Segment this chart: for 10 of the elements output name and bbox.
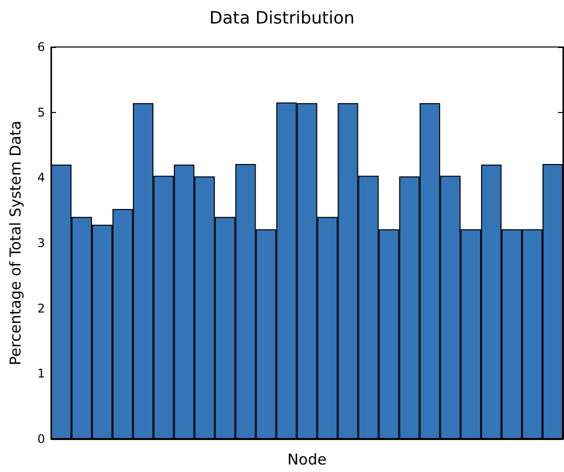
y-tick-label: 5 — [37, 105, 45, 120]
y-tick-label: 1 — [37, 366, 45, 381]
y-tick-label: 0 — [37, 432, 45, 446]
y-tick-label: 4 — [37, 170, 45, 185]
y-axis-title: Percentage of Total System Data — [6, 120, 24, 366]
chart-title: Data Distribution — [209, 8, 355, 28]
y-tick-label: 6 — [37, 40, 45, 54]
x-axis-title: Node — [287, 450, 327, 468]
y-tick-label: 3 — [37, 236, 45, 250]
y-tick-label: 2 — [37, 301, 45, 316]
